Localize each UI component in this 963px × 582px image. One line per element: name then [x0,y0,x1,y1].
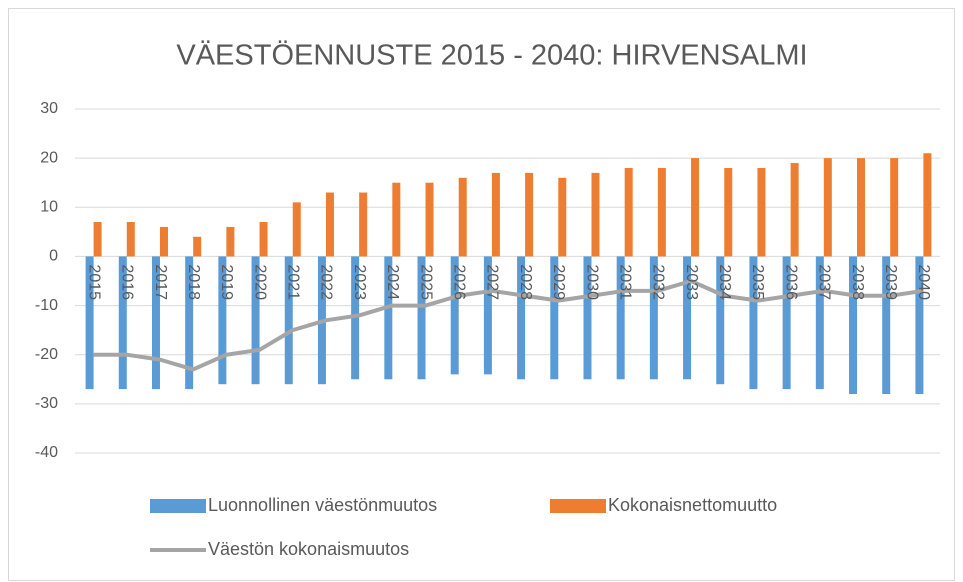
bar [724,167,733,257]
y-tick-label: -30 [35,395,58,412]
bar [259,222,268,257]
bar [218,256,227,385]
x-tick-label: 2015 [85,264,102,300]
bar [491,172,500,257]
bar [93,222,102,257]
bar [657,167,666,257]
bar [857,158,866,257]
x-tick-label: 2032 [650,264,667,300]
x-tick-label: 2021 [285,264,302,300]
bar [483,256,492,375]
bar [425,182,434,257]
bar [292,202,301,257]
bar [392,182,401,257]
x-tick-label: 2038 [849,264,866,300]
bar [782,256,791,390]
bar [624,167,633,257]
x-tick-label: 2027 [484,264,501,300]
bar [384,256,393,380]
bar [882,256,891,395]
bar [85,256,94,390]
x-tick-label: 2036 [782,264,799,300]
bar [525,172,534,257]
legend-label: Kokonaisnettomuutto [608,495,777,515]
bar [251,256,260,385]
legend-swatch [550,499,606,513]
y-tick-label: 0 [49,248,58,265]
bar [890,158,899,257]
legend-label: Väestön kokonaismuutos [208,539,409,559]
legend-swatch [150,499,206,513]
x-tick-label: 2034 [716,264,733,300]
bar [458,177,467,257]
bar [915,256,924,395]
bar [126,222,135,257]
bar [923,153,932,257]
x-tick-label: 2031 [616,264,633,300]
x-tick-label: 2035 [749,264,766,300]
x-tick-label: 2023 [351,264,368,300]
bar [325,192,334,257]
bar [417,256,426,380]
bar [185,256,194,390]
x-tick-label: 2019 [218,264,235,300]
chart-title: VÄESTÖENNUSTE 2015 - 2040: HIRVENSALMI [176,40,807,72]
line [93,279,924,372]
bar [691,158,700,257]
bar [284,256,293,385]
bar [683,256,692,380]
bar [193,236,202,257]
bar [749,256,758,390]
bar [359,192,368,257]
x-tick-label: 2017 [152,264,169,300]
bar [591,172,600,257]
bar [583,256,592,380]
x-tick-label: 2029 [550,264,567,300]
legend-label: Luonnollinen väestönmuutos [208,495,437,515]
x-tick-label: 2037 [816,264,833,300]
bar [649,256,658,380]
bar [616,256,625,380]
x-tick-label: 2039 [882,264,899,300]
x-tick-label: 2030 [583,264,600,300]
x-tick-label: 2025 [417,264,434,300]
y-tick-label: -20 [35,346,58,363]
y-tick-label: 20 [40,149,58,166]
y-tick-label: 10 [40,199,58,216]
bar [790,163,799,257]
bar [226,226,235,257]
bar [550,256,559,380]
bar [823,158,832,257]
bar [849,256,858,395]
x-tick-label: 2018 [185,264,202,300]
y-tick-label: 30 [40,100,58,117]
y-tick-label: -40 [35,444,58,461]
bar [450,256,459,375]
y-tick-label: -10 [35,297,58,314]
bar [118,256,127,390]
x-tick-label: 2022 [318,264,335,300]
x-tick-label: 2024 [384,264,401,300]
bar [716,256,725,385]
bar [757,167,766,257]
x-tick-label: 2020 [251,264,268,300]
x-tick-label: 2040 [915,264,932,300]
bar [159,226,168,257]
x-tick-label: 2028 [517,264,534,300]
bar [558,177,567,257]
bar [815,256,824,390]
bar [151,256,160,390]
x-tick-label: 2016 [119,264,136,300]
x-tick-label: 2033 [683,264,700,300]
x-tick-label: 2026 [450,264,467,300]
bar [517,256,526,380]
